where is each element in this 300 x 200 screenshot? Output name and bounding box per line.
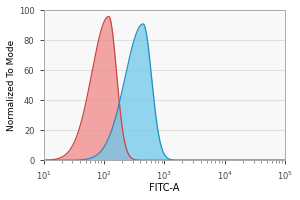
Y-axis label: Normalized To Mode: Normalized To Mode — [7, 40, 16, 131]
X-axis label: FITC-A: FITC-A — [149, 183, 179, 193]
